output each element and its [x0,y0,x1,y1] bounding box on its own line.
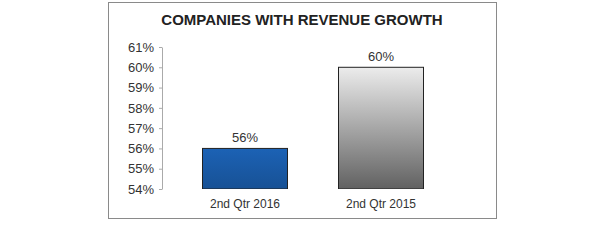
bar [339,67,424,189]
y-tick-mark [159,88,162,89]
y-axis: 54% 55% 56% 57% 58% 59% 60% 61% [128,40,163,197]
y-tick-mark [159,148,162,149]
x-tick: 2nd Qtr 2016 [210,189,280,211]
y-tick-mark [159,128,162,129]
x-tick-label: 2nd Qtr 2015 [346,197,416,211]
y-tick: 60% [128,60,162,75]
y-tick-label: 55% [128,161,154,176]
title: COMPANIES WITH REVENUE GROWTH [161,11,442,28]
data-label: 56% [232,130,258,145]
y-tick-mark [159,108,162,109]
y-tick-label: 59% [128,80,154,95]
y-tick: 59% [128,80,162,95]
y-tick-label: 54% [128,182,154,197]
x-tick-label: 2nd Qtr 2016 [210,197,280,211]
y-tick-mark [159,67,162,68]
chart-frame [109,3,497,219]
chart: COMPANIES WITH REVENUE GROWTH 54% 55% 56% 57… [0,0,604,225]
y-tick: 56% [128,141,162,156]
y-tick-mark [159,169,162,170]
bar [203,148,288,189]
y-tick-label: 60% [128,60,154,75]
data-label: 60% [368,49,394,64]
y-tick: 54% [128,182,162,197]
y-tick-label: 56% [128,141,154,156]
data-labels: 56% 60% [232,49,394,145]
y-tick: 55% [128,161,162,176]
y-tick-mark [159,189,162,190]
y-tick-label: 57% [128,121,154,136]
y-tick-label: 58% [128,101,154,116]
x-axis: 2nd Qtr 2016 2nd Qtr 2015 [210,189,416,211]
y-axis-line [162,48,163,190]
y-tick: 57% [128,121,162,136]
x-tick: 2nd Qtr 2015 [346,189,416,211]
y-tick: 58% [128,101,162,116]
y-tick-mark [159,47,162,48]
bars [203,67,424,189]
y-tick-label: 61% [128,40,154,55]
y-tick: 61% [128,40,162,55]
